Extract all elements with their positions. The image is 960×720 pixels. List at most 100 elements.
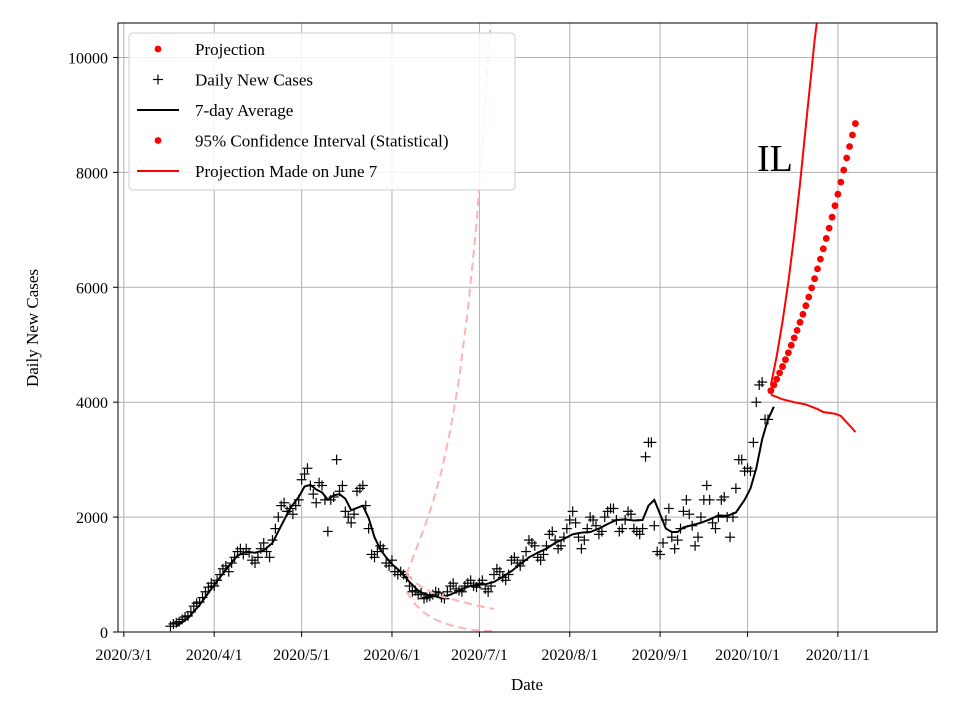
daily-case-point [669, 543, 680, 554]
projection-point [849, 131, 856, 139]
daily-case-point [529, 540, 540, 551]
daily-case-point [567, 506, 578, 517]
daily-case-point [745, 466, 756, 477]
projection-point [825, 224, 833, 232]
projection-point [811, 275, 818, 283]
y-tick-label: 4000 [76, 395, 108, 412]
projection-point [793, 326, 801, 334]
legend-label: Daily New Cases [195, 71, 313, 90]
x-tick-label: 2020/9/1 [632, 647, 689, 664]
daily-case-point [346, 517, 357, 528]
daily-case-point [439, 593, 450, 604]
projection-point [787, 341, 795, 349]
daily-case-point [349, 509, 360, 520]
daily-case-point [681, 494, 692, 505]
daily-case-point [579, 535, 590, 546]
x-tick-label: 2020/5/1 [273, 647, 330, 664]
daily-case-point [748, 437, 759, 448]
y-tick-label: 0 [100, 625, 108, 642]
projection-point [779, 363, 786, 370]
daily-case-point [229, 552, 240, 563]
daily-case-point [730, 483, 741, 494]
daily-case-point [719, 491, 730, 502]
daily-case-point [296, 474, 307, 485]
line-7-day-average [175, 406, 775, 628]
projection-point [782, 356, 789, 364]
legend-item: Projection Made on June 7 [137, 162, 378, 181]
daily-case-point [448, 578, 459, 589]
legend-item: Projection [154, 40, 265, 59]
daily-case-point [252, 552, 263, 563]
projection-point [790, 334, 798, 342]
daily-case-point [564, 514, 575, 525]
projection-point [840, 166, 848, 174]
state-annotation: IL [757, 138, 793, 180]
axes: 2020/3/1 2020/4/1 2020/5/1 2020/6/1 2020/7/1… [68, 50, 870, 664]
daily-case-point [757, 377, 768, 388]
plot-frame [117, 22, 938, 633]
line-projection-made-on-june-7 [405, 573, 495, 610]
y-tick-label: 10000 [68, 50, 108, 67]
daily-case-point [535, 555, 546, 566]
daily-case-point [287, 509, 298, 520]
projection-point [846, 143, 853, 150]
projection-point [822, 235, 830, 242]
daily-case-point [273, 512, 284, 523]
daily-case-point [369, 552, 380, 563]
projection-point [837, 178, 845, 186]
x-tick-label: 2020/11/1 [806, 647, 870, 664]
daily-case-point [678, 506, 689, 517]
projection-point [805, 293, 813, 301]
projection-point [767, 387, 775, 395]
daily-case-point [695, 512, 706, 523]
daily-case-point [317, 480, 328, 491]
daily-case-point [693, 532, 704, 543]
daily-case-point [340, 506, 351, 517]
daily-case-point [483, 586, 494, 597]
projection-point [831, 202, 839, 210]
y-tick-label: 8000 [76, 165, 108, 182]
daily-case-point [500, 575, 511, 586]
x-tick-label: 2020/10/1 [715, 647, 780, 664]
daily-case-point [357, 480, 368, 491]
daily-case-point [707, 517, 718, 528]
daily-case-point [308, 489, 319, 500]
line-projection-made-on-june-7-upper [405, 23, 492, 575]
daily-case-point [465, 575, 476, 586]
daily-case-point [561, 523, 572, 534]
line-95-confidence-interval-statistical [769, 23, 818, 386]
daily-case-point [637, 523, 648, 534]
daily-case-point [608, 503, 619, 514]
daily-case-point [494, 566, 505, 577]
legend-marker [154, 137, 162, 144]
projection-point [773, 375, 781, 383]
daily-case-point [710, 523, 721, 534]
x-tick-label: 2020/4/1 [186, 647, 243, 664]
daily-case-point [311, 497, 322, 508]
x-axis-label: Date [511, 675, 543, 694]
legend-item: 95% Confidence Interval (Statistical) [154, 132, 449, 151]
x-tick-label: 2020/6/1 [364, 647, 421, 664]
daily-case-point [640, 451, 651, 462]
daily-case-point [617, 523, 628, 534]
daily-case-point [663, 503, 674, 514]
y-tick-label: 2000 [76, 510, 108, 527]
projection-point [796, 318, 804, 326]
projection-point [828, 213, 836, 221]
projection-point [776, 369, 784, 377]
projection-point [834, 190, 842, 198]
y-tick-label: 6000 [76, 280, 108, 297]
daily-case-point [684, 509, 695, 520]
daily-case-point [672, 535, 683, 546]
daily-case-point [576, 543, 587, 554]
daily-case-point [666, 532, 677, 543]
daily-case-point [588, 514, 599, 525]
projection-point [817, 255, 824, 263]
legend-label: Projection Made on June 7 [195, 162, 378, 181]
projection-point [784, 349, 792, 357]
data-layer [165, 23, 859, 632]
x-tick-label: 2020/7/1 [451, 647, 508, 664]
daily-case-point [725, 532, 736, 543]
